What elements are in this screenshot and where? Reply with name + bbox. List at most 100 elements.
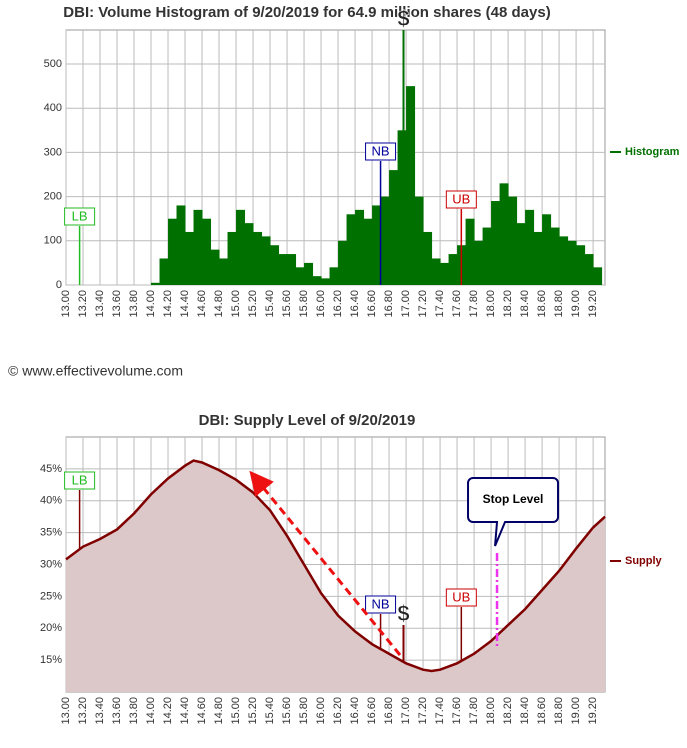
marker-label: LB bbox=[72, 472, 88, 487]
legend-label: Histogram bbox=[625, 146, 680, 158]
x-tick-label: 17.20 bbox=[417, 697, 429, 725]
x-tick-label: 15.20 bbox=[247, 290, 259, 318]
bar bbox=[338, 240, 348, 285]
bar bbox=[287, 254, 297, 285]
x-tick-label: 16.00 bbox=[315, 697, 327, 725]
copyright: © www.effectivevolume.com bbox=[8, 363, 183, 379]
y-tick-label: 25% bbox=[40, 590, 62, 602]
x-tick-label: 13.00 bbox=[60, 697, 72, 725]
x-tick-label: 18.40 bbox=[519, 290, 531, 318]
x-tick-label: 19.00 bbox=[570, 290, 582, 318]
x-tick-label: 13.20 bbox=[77, 697, 89, 725]
bar bbox=[559, 236, 569, 285]
y-tick-label: 300 bbox=[44, 146, 62, 158]
bar bbox=[491, 201, 501, 285]
x-tick-label: 13.60 bbox=[111, 697, 123, 725]
marker-box bbox=[64, 471, 96, 490]
bar bbox=[508, 196, 518, 285]
x-tick-label: 15.40 bbox=[264, 697, 276, 725]
x-tick-label: 15.60 bbox=[281, 697, 293, 725]
y-tick-label: 35% bbox=[40, 527, 62, 539]
bar bbox=[516, 223, 526, 285]
bar bbox=[151, 282, 161, 285]
bar bbox=[304, 262, 314, 285]
x-tick-label: 13.20 bbox=[77, 290, 89, 318]
x-tick-label: 14.60 bbox=[196, 290, 208, 318]
x-tick-label: 14.40 bbox=[179, 290, 191, 318]
bar bbox=[176, 205, 186, 285]
bar bbox=[593, 267, 603, 285]
bar bbox=[363, 218, 373, 285]
marker-box bbox=[365, 142, 397, 161]
bar bbox=[499, 183, 509, 285]
x-tick-label: 13.40 bbox=[94, 697, 106, 725]
bar bbox=[236, 209, 246, 285]
bar bbox=[584, 254, 594, 285]
bar bbox=[329, 267, 339, 285]
x-tick-label: 18.00 bbox=[485, 290, 497, 318]
x-tick-label: 14.20 bbox=[162, 697, 174, 725]
x-tick-label: 17.80 bbox=[468, 290, 480, 318]
x-tick-label: 18.80 bbox=[553, 290, 565, 318]
y-tick-label: 200 bbox=[44, 191, 62, 203]
x-tick-label: 18.60 bbox=[536, 697, 548, 725]
x-tick-label: 13.40 bbox=[94, 290, 106, 318]
x-tick-label: 17.60 bbox=[451, 697, 463, 725]
legend-label: Supply bbox=[625, 555, 663, 567]
line bbox=[65, 459, 606, 673]
x-tick-label: 13.00 bbox=[60, 290, 72, 318]
bar bbox=[431, 258, 441, 285]
y-tick-label: 30% bbox=[40, 558, 62, 570]
callout bbox=[467, 477, 560, 547]
x-tick-label: 13.80 bbox=[128, 290, 140, 318]
bar bbox=[474, 240, 484, 285]
bar bbox=[244, 223, 254, 285]
x-tick-label: 17.40 bbox=[434, 290, 446, 318]
marker-box bbox=[365, 595, 397, 614]
x-tick-label: 16.20 bbox=[332, 697, 344, 725]
bar bbox=[576, 245, 586, 285]
marker-box bbox=[445, 190, 477, 209]
chart-title: DBI: Supply Level of 9/20/2019 bbox=[199, 412, 416, 429]
dollar-marker: $ bbox=[397, 601, 409, 626]
x-tick-label: 14.00 bbox=[145, 697, 157, 725]
x-tick-label: 16.80 bbox=[383, 697, 395, 725]
y-tick-label: 20% bbox=[40, 622, 62, 634]
x-tick-label: 14.80 bbox=[213, 697, 225, 725]
x-tick-label: 18.20 bbox=[502, 697, 514, 725]
bar bbox=[253, 231, 263, 285]
x-tick-label: 17.80 bbox=[468, 697, 480, 725]
x-tick-label: 19.20 bbox=[587, 290, 599, 318]
x-tick-label: 17.40 bbox=[434, 697, 446, 725]
x-tick-label: 17.60 bbox=[451, 290, 463, 318]
bar bbox=[202, 218, 212, 285]
x-tick-label: 18.60 bbox=[536, 290, 548, 318]
x-tick-label: 16.60 bbox=[366, 290, 378, 318]
x-tick-label: 18.80 bbox=[553, 697, 565, 725]
marker-label: NB bbox=[372, 596, 390, 611]
marker-label: UB bbox=[452, 589, 470, 604]
bar bbox=[261, 236, 271, 285]
x-tick-label: 16.20 bbox=[332, 290, 344, 318]
bar bbox=[278, 254, 288, 285]
marker-label: LB bbox=[72, 208, 88, 223]
bar bbox=[227, 231, 237, 285]
x-tick-label: 17.00 bbox=[400, 290, 412, 318]
bar bbox=[193, 209, 203, 285]
marker-box bbox=[64, 207, 96, 226]
x-tick-label: 15.00 bbox=[230, 290, 242, 318]
x-tick-label: 18.00 bbox=[485, 697, 497, 725]
x-tick-label: 18.40 bbox=[519, 697, 531, 725]
bar bbox=[219, 258, 229, 285]
x-tick-label: 16.40 bbox=[349, 697, 361, 725]
x-tick-label: 14.60 bbox=[196, 697, 208, 725]
bar bbox=[423, 231, 433, 285]
x-tick-label: 19.00 bbox=[570, 697, 582, 725]
y-tick-label: 500 bbox=[44, 58, 62, 70]
x-tick-label: 16.80 bbox=[383, 290, 395, 318]
bar bbox=[482, 227, 492, 285]
bar bbox=[355, 209, 365, 285]
bar bbox=[159, 258, 169, 285]
x-tick-label: 14.80 bbox=[213, 290, 225, 318]
